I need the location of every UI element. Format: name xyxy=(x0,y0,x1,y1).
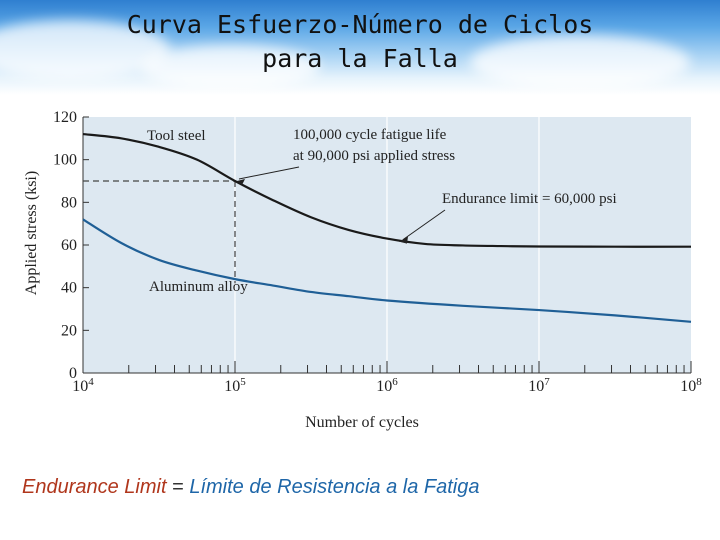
annotation-fatigue-life-arrowhead xyxy=(237,179,245,185)
y-tick-label: 120 xyxy=(53,109,77,126)
title-line-1: Curva Esfuerzo-Número de Ciclos xyxy=(126,10,594,39)
x-tick-label: 107 xyxy=(528,376,550,395)
series-line-aluminum-alloy xyxy=(82,218,692,323)
series-label-aluminum-alloy: Aluminum alloy xyxy=(149,279,248,295)
y-axis-label: Applied stress (ksi) xyxy=(23,171,40,295)
x-axis-label: Number of cycles xyxy=(305,414,419,431)
caption-equals: = xyxy=(172,476,184,498)
caption: Endurance Limit = Límite de Resistencia … xyxy=(22,476,480,499)
slide-title: Curva Esfuerzo-Número de Ciclos para la … xyxy=(60,8,660,76)
annotation-endurance-limit: Endurance limit = 60,000 psi xyxy=(442,191,617,207)
y-tick-label: 20 xyxy=(61,322,77,339)
annotation-fatigue-life-line1: 100,000 cycle fatigue life xyxy=(293,127,447,143)
y-tick-label: 80 xyxy=(61,194,77,211)
x-tick-label: 105 xyxy=(224,376,246,395)
cloud-decoration xyxy=(470,35,690,90)
x-tick-label: 106 xyxy=(376,376,398,395)
series-label-tool-steel: Tool steel xyxy=(147,128,206,144)
caption-term: Endurance Limit xyxy=(22,476,167,498)
title-line-2: para la Falla xyxy=(262,44,458,73)
annotation-endurance-arrowhead xyxy=(399,236,408,244)
cloud-decoration xyxy=(140,45,320,90)
x-tick-label: 104 xyxy=(72,376,94,395)
y-tick-label: 40 xyxy=(61,280,77,297)
caption-translation: Límite de Resistencia a la Fatiga xyxy=(189,476,480,498)
x-tick-label: 108 xyxy=(680,376,702,395)
sn-curve-chart: 0 20 40 60 80 100 120 104 105 106 107 108 Number of … xyxy=(23,109,702,431)
y-tick-label: 0 xyxy=(69,365,77,382)
series-line-tool-steel xyxy=(82,132,692,248)
sky-background xyxy=(0,0,720,95)
annotation-endurance-leader xyxy=(402,209,446,241)
annotation-fatigue-life-leader xyxy=(238,166,300,180)
y-tick-label: 100 xyxy=(53,152,77,169)
y-tick-label: 60 xyxy=(61,237,77,254)
annotation-fatigue-life-line2: at 90,000 psi applied stress xyxy=(293,148,455,164)
